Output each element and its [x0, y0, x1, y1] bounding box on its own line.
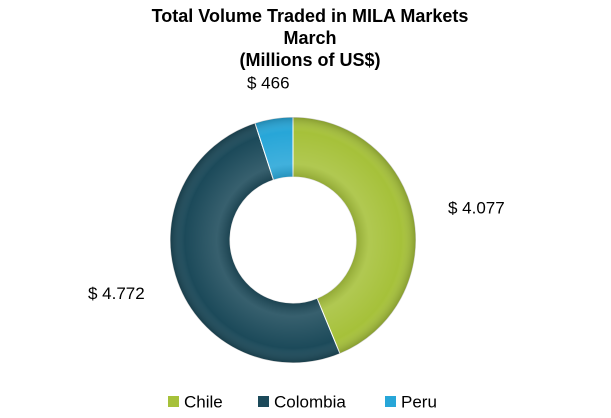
legend-label: Colombia — [274, 392, 346, 411]
data-label: $ 466 — [247, 73, 290, 92]
legend-swatch — [258, 396, 269, 407]
legend-swatch — [385, 396, 396, 407]
legend-swatch — [168, 396, 179, 407]
chart-title: Total Volume Traded in MILA Markets — [152, 6, 469, 26]
legend-label: Chile — [184, 392, 223, 411]
chart-title: (Millions of US$) — [240, 50, 381, 70]
data-label: $ 4.772 — [88, 284, 145, 303]
chart-title: March — [283, 28, 336, 48]
legend-label: Peru — [401, 392, 437, 411]
data-label: $ 4.077 — [448, 199, 505, 218]
